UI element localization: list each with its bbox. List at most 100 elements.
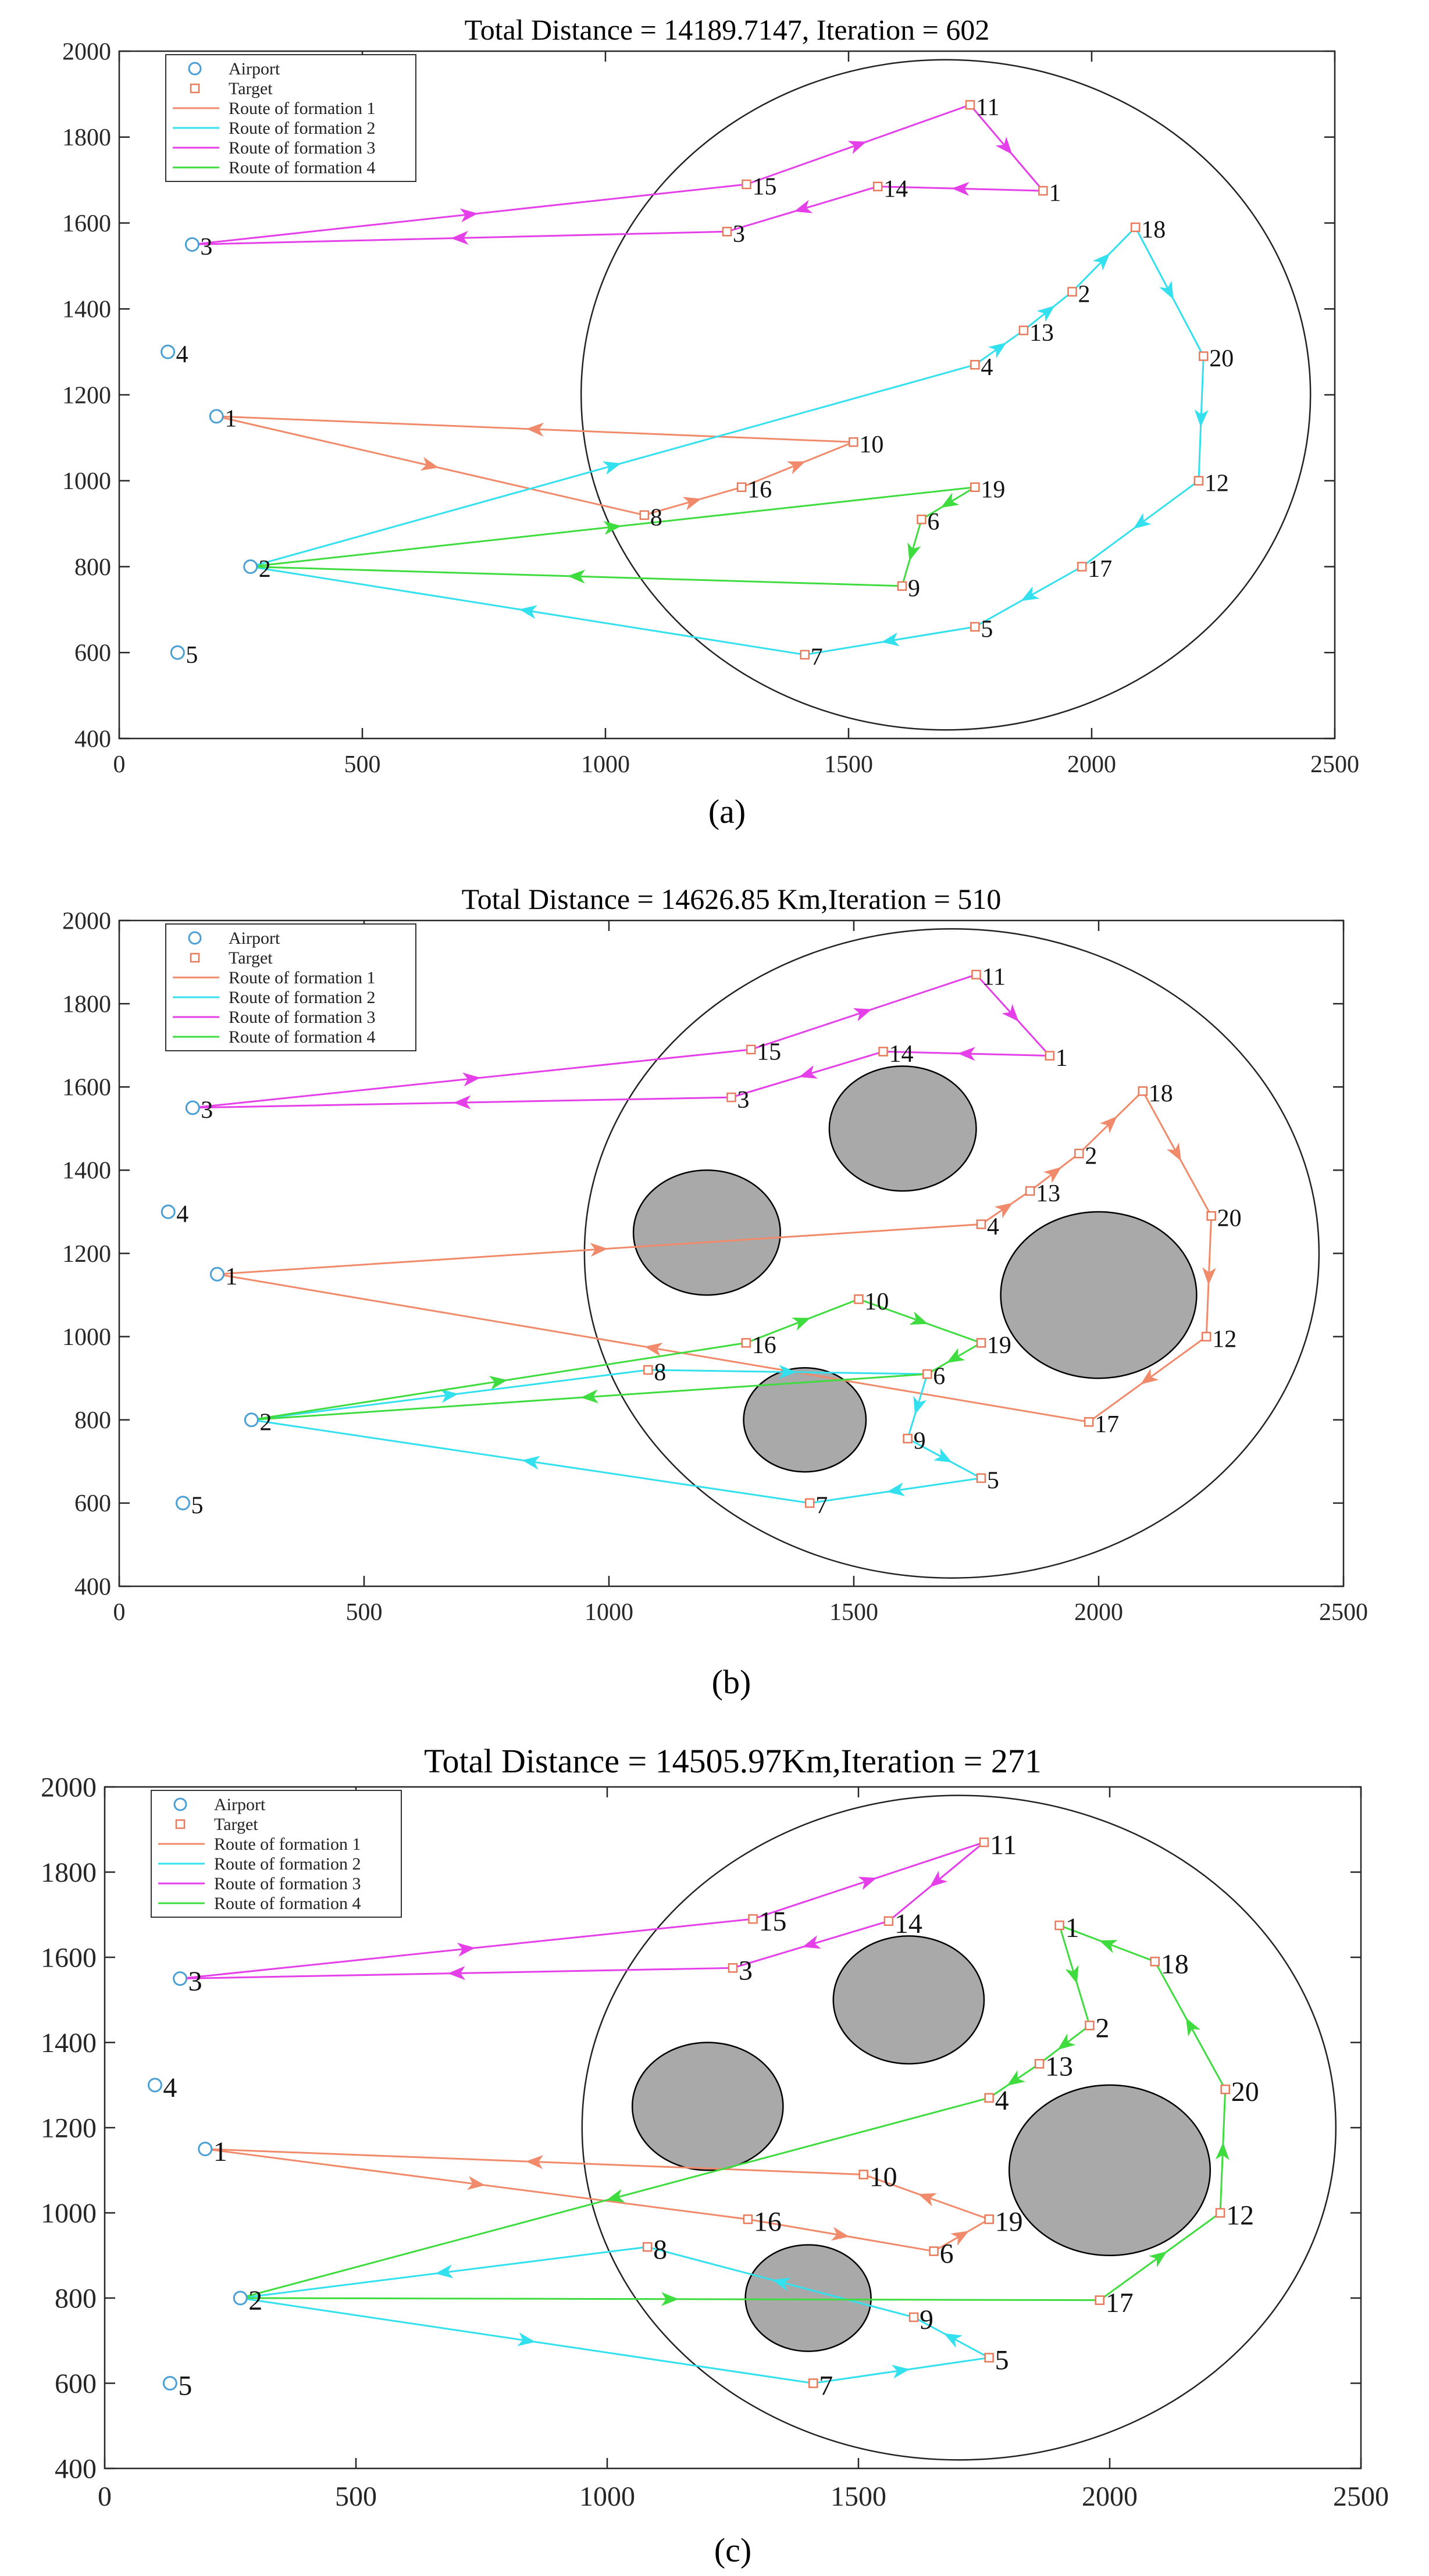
airport-label: 1 xyxy=(225,1264,237,1290)
target-marker xyxy=(743,2214,753,2224)
target-marker xyxy=(736,482,747,493)
route-arrow xyxy=(1065,1965,1079,1984)
target-marker xyxy=(849,437,858,447)
target-label: 19 xyxy=(995,2207,1023,2238)
airport-marker xyxy=(185,1100,200,1115)
route-formation-1 xyxy=(205,2148,990,2252)
route-arrow xyxy=(522,1455,540,1470)
route-arrow xyxy=(994,1203,1013,1219)
x-tick-label: 2500 xyxy=(1319,1599,1368,1626)
route-arrow xyxy=(580,1389,599,1404)
route-arrow xyxy=(995,137,1013,155)
target-label: 14 xyxy=(883,176,908,202)
y-tick-label: 1400 xyxy=(62,297,111,323)
route-arrow xyxy=(933,1448,952,1463)
route-arrow xyxy=(907,542,921,561)
route-arrow xyxy=(567,569,586,584)
target-marker xyxy=(746,1044,756,1055)
target-label: 9 xyxy=(920,2304,933,2335)
route-arrow xyxy=(1021,586,1040,601)
airport-label: 3 xyxy=(200,234,212,261)
target-label: 14 xyxy=(895,1908,922,1939)
panel-a: Total Distance = 14189.7147, Iteration =… xyxy=(62,13,1359,830)
y-tick-label: 800 xyxy=(55,2283,97,2314)
legend-box xyxy=(151,1790,402,1918)
y-tick-label: 2000 xyxy=(62,908,111,934)
route-arrow xyxy=(1036,305,1055,322)
panel-caption: (b) xyxy=(712,1663,751,1701)
route-arrow xyxy=(519,605,537,619)
panel-b: Total Distance = 14626.85 Km,Iteration =… xyxy=(62,883,1368,1701)
target-label: 4 xyxy=(981,354,993,381)
route-arrow xyxy=(489,1376,508,1390)
airport-marker xyxy=(209,409,224,424)
route-arrow xyxy=(853,1008,872,1022)
y-tick-label: 400 xyxy=(74,726,111,752)
route-arrow xyxy=(891,2364,910,2379)
airport-label: 3 xyxy=(188,1966,202,1997)
target-label: 16 xyxy=(747,476,772,503)
y-tick-label: 800 xyxy=(74,554,111,581)
target-label: 13 xyxy=(1045,2051,1073,2082)
route-arrow xyxy=(466,2176,486,2190)
x-tick-label: 1500 xyxy=(831,2481,886,2512)
target-marker xyxy=(726,1092,736,1103)
legend-label: Airport xyxy=(229,929,280,948)
obstacle-zone xyxy=(744,2244,872,2352)
legend-label: Route of formation 4 xyxy=(229,1027,375,1047)
target-label: 11 xyxy=(976,94,999,121)
route-arrow xyxy=(940,493,960,508)
x-tick-label: 1500 xyxy=(824,751,873,778)
target-marker xyxy=(741,1338,751,1348)
route-arrow xyxy=(661,2292,679,2306)
target-marker xyxy=(1045,1051,1055,1061)
y-tick-label: 600 xyxy=(74,1490,111,1517)
route-arrow xyxy=(517,2332,536,2346)
airport-marker xyxy=(184,237,199,252)
target-marker xyxy=(800,650,810,660)
y-tick-label: 1800 xyxy=(62,991,111,1018)
mission-region-ellipse xyxy=(583,928,1320,1579)
target-label: 20 xyxy=(1217,1205,1242,1232)
target-marker xyxy=(976,1219,986,1229)
target-marker xyxy=(642,2242,653,2252)
target-marker xyxy=(903,1433,913,1444)
airport-marker xyxy=(170,645,185,660)
target-marker xyxy=(883,1916,894,1926)
obstacle-zone xyxy=(1000,1211,1198,1379)
airport-label: 4 xyxy=(163,2072,177,2103)
target-label: 1 xyxy=(1056,1045,1068,1072)
target-label: 11 xyxy=(990,1829,1017,1860)
route-arrow xyxy=(1099,1940,1118,1953)
route-arrow xyxy=(602,461,621,475)
route-arrow xyxy=(1043,1166,1062,1183)
airport-label: 4 xyxy=(176,1201,188,1228)
route-arrow xyxy=(1002,1004,1019,1022)
target-marker xyxy=(929,2246,939,2256)
route-arrow xyxy=(462,1072,481,1087)
x-tick-label: 500 xyxy=(346,1599,383,1626)
target-label: 1 xyxy=(1065,1913,1079,1943)
route-arrow xyxy=(1092,253,1110,271)
target-marker xyxy=(976,1473,986,1483)
route-arrow xyxy=(1057,2033,1076,2050)
route-arrow xyxy=(435,2264,454,2279)
target-label: 12 xyxy=(1205,470,1229,497)
legend-label: Target xyxy=(214,1815,258,1834)
route-arrow xyxy=(943,2333,963,2348)
route-arrow xyxy=(913,1396,927,1415)
target-label: 9 xyxy=(914,1428,926,1455)
obstacle-zone xyxy=(743,1367,867,1473)
target-label: 12 xyxy=(1212,1326,1236,1353)
route-arrow xyxy=(590,1243,608,1257)
legend-box xyxy=(165,54,416,182)
target-marker xyxy=(728,1963,738,1973)
legend-box xyxy=(165,923,416,1051)
airport-marker xyxy=(209,1266,224,1282)
target-label: 8 xyxy=(650,504,662,531)
target-label: 10 xyxy=(864,1289,889,1315)
route-formation-2 xyxy=(250,226,1209,656)
target-label: 6 xyxy=(940,2239,954,2270)
target-label: 12 xyxy=(1226,2200,1254,2231)
